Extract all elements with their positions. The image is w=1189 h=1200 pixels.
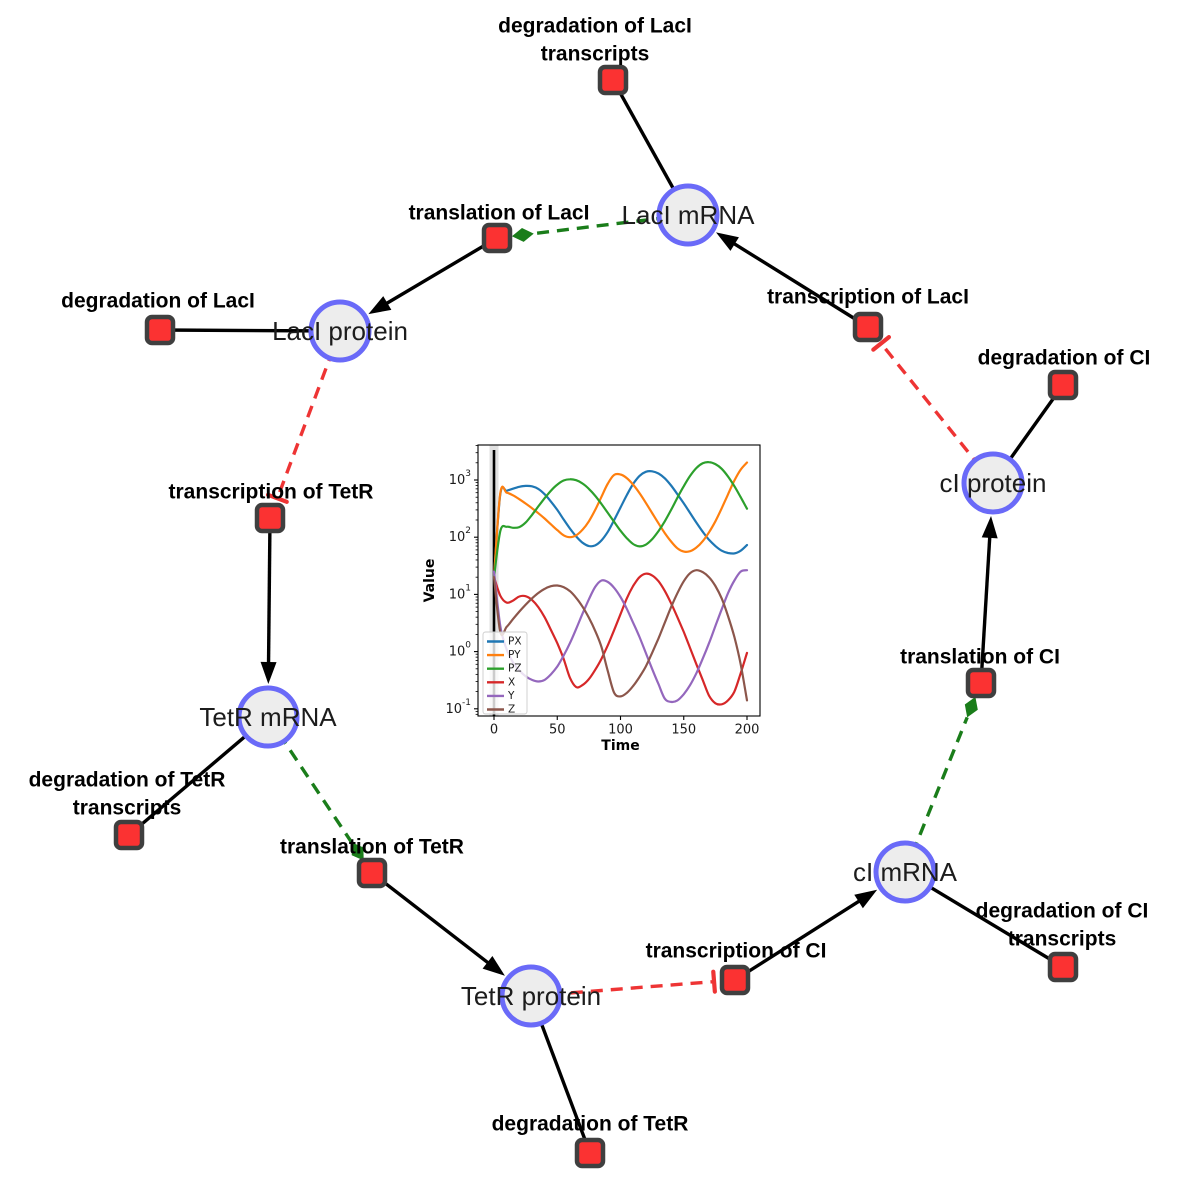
arrowhead-icon	[716, 232, 739, 251]
edge-translation_laci-to-laci_protein	[368, 236, 498, 315]
reaction-label-deg_laci_transcripts: degradation of LacI	[498, 15, 692, 38]
reaction-label-deg_tetr_transcripts: degradation of TetR	[29, 769, 226, 792]
species-node-ci_mrna	[873, 840, 937, 904]
y-tick-label: 101	[449, 583, 471, 602]
x-axis-label: Time	[601, 738, 639, 754]
legend-box	[482, 631, 528, 715]
reaction-label-deg_ci: degradation of CI	[978, 347, 1151, 370]
series-line-px	[492, 470, 749, 579]
species-label-laci_mrna: LacI mRNA	[622, 200, 756, 230]
reaction-label-deg_tetr: degradation of TetR	[492, 1113, 689, 1136]
production-edge	[979, 525, 993, 684]
species-label-tetr_mrna: TetR mRNA	[199, 702, 337, 732]
edge-transcription_laci-to-laci_mrna	[716, 232, 869, 329]
reaction-label-translation_ci: translation of CI	[900, 646, 1060, 669]
reaction-node-transcription_ci	[719, 964, 751, 996]
legend-label-px: PX	[508, 636, 522, 648]
edge-translation_tetr-to-tetr_protein	[370, 871, 505, 976]
labels-layer: degradation of LacI transcripts translatio…	[29, 15, 1151, 1136]
reaction-node-transcription_laci	[852, 311, 884, 343]
arrowhead-icon	[482, 956, 505, 976]
edge-transcription_tetr-to-tetr_mrna	[260, 517, 277, 685]
reaction-label-deg_laci: degradation of LacI	[61, 290, 255, 313]
reaction-label-translation_laci: translation of LacI	[409, 202, 590, 225]
edge-translation_ci-to-ci_protein	[979, 515, 998, 684]
legend-label-z: Z	[508, 704, 515, 716]
y-tick-label: 10-1	[445, 698, 471, 717]
series-line-y	[492, 569, 749, 704]
species-label-ci_protein: cI protein	[940, 468, 1047, 498]
diamond-arrowhead-icon	[964, 696, 978, 718]
axes-spines	[477, 444, 761, 717]
reaction-label-transcription_ci: transcription of CI	[646, 940, 827, 963]
y-axis-label: Value	[422, 559, 438, 603]
reaction-label-deg_tetr_transcripts: transcripts	[73, 797, 182, 820]
arrowhead-icon	[260, 661, 277, 685]
species-node-ci_protein	[961, 451, 1025, 515]
reaction-node-deg_ci_transcripts	[1047, 951, 1079, 983]
reaction-label-deg_ci_transcripts: degradation of CI	[976, 900, 1149, 923]
species-node-laci_protein	[308, 299, 372, 363]
series-lines	[492, 461, 749, 706]
y-tick-label: 103	[449, 469, 471, 488]
x-tick-label: 150	[671, 723, 696, 738]
series-line-pz	[492, 461, 749, 579]
tbar-icon	[265, 492, 289, 504]
species-label-laci_protein: LacI protein	[272, 316, 408, 346]
legend-label-y: Y	[507, 690, 515, 702]
timecourse-chart: 0 50 100 150 20010-1100101102103TimeValuePXP…	[422, 444, 761, 754]
arrowhead-icon	[854, 889, 878, 909]
reaction-node-translation_laci	[481, 222, 513, 254]
species-label-ci_mrna: cI mRNA	[853, 857, 958, 887]
species-label-tetr_protein: TetR protein	[461, 981, 601, 1011]
diamond-arrowhead-icon	[511, 227, 534, 242]
arrowhead-icon	[981, 515, 998, 539]
legend-label-pz: PZ	[508, 663, 522, 675]
x-tick-label: 50	[549, 723, 566, 738]
reaction-node-deg_tetr	[574, 1137, 606, 1169]
reaction-node-translation_tetr	[356, 857, 388, 889]
reaction-node-deg_ci	[1047, 369, 1079, 401]
legend-label-x: X	[508, 676, 515, 688]
production-edge	[266, 517, 272, 675]
reaction-node-deg_tetr_transcripts	[113, 819, 145, 851]
production-edge	[370, 871, 499, 972]
legend-label-py: PY	[508, 649, 521, 661]
reaction-node-translation_ci	[965, 667, 997, 699]
x-tick-label: 200	[735, 723, 760, 738]
nodes-layer	[113, 64, 1079, 1169]
x-tick-label: 100	[608, 723, 633, 738]
reaction-label-translation_tetr: translation of TetR	[280, 836, 464, 859]
series-line-x	[492, 572, 749, 706]
tbar-icon	[711, 969, 717, 994]
arrowhead-icon	[368, 296, 392, 315]
reaction-node-deg_laci	[144, 314, 176, 346]
tbar-icon	[871, 335, 892, 352]
reaction-node-transcription_tetr	[254, 502, 286, 534]
reaction-label-deg_ci_transcripts: transcripts	[1008, 928, 1117, 951]
diamond-arrowhead-icon	[351, 842, 364, 861]
species-node-tetr_mrna	[236, 685, 300, 749]
species-node-laci_mrna	[656, 183, 720, 247]
edge-transcription_ci-to-ci_mrna	[734, 889, 878, 982]
y-tick-label: 100	[449, 641, 472, 660]
series-line-z	[492, 569, 749, 702]
species-node-tetr_protein	[499, 964, 563, 1028]
reaction-label-transcription_laci: transcription of LacI	[767, 286, 969, 309]
production-edge	[376, 236, 498, 311]
reaction-label-deg_laci_transcripts: transcripts	[541, 43, 650, 66]
x-tick-label: 0	[490, 723, 498, 738]
reaction-label-transcription_tetr: transcription of TetR	[169, 481, 374, 504]
reaction-node-deg_laci_transcripts	[597, 64, 629, 96]
y-tick-label: 102	[449, 526, 471, 545]
production-edge	[734, 893, 870, 982]
production-edge	[723, 236, 869, 329]
